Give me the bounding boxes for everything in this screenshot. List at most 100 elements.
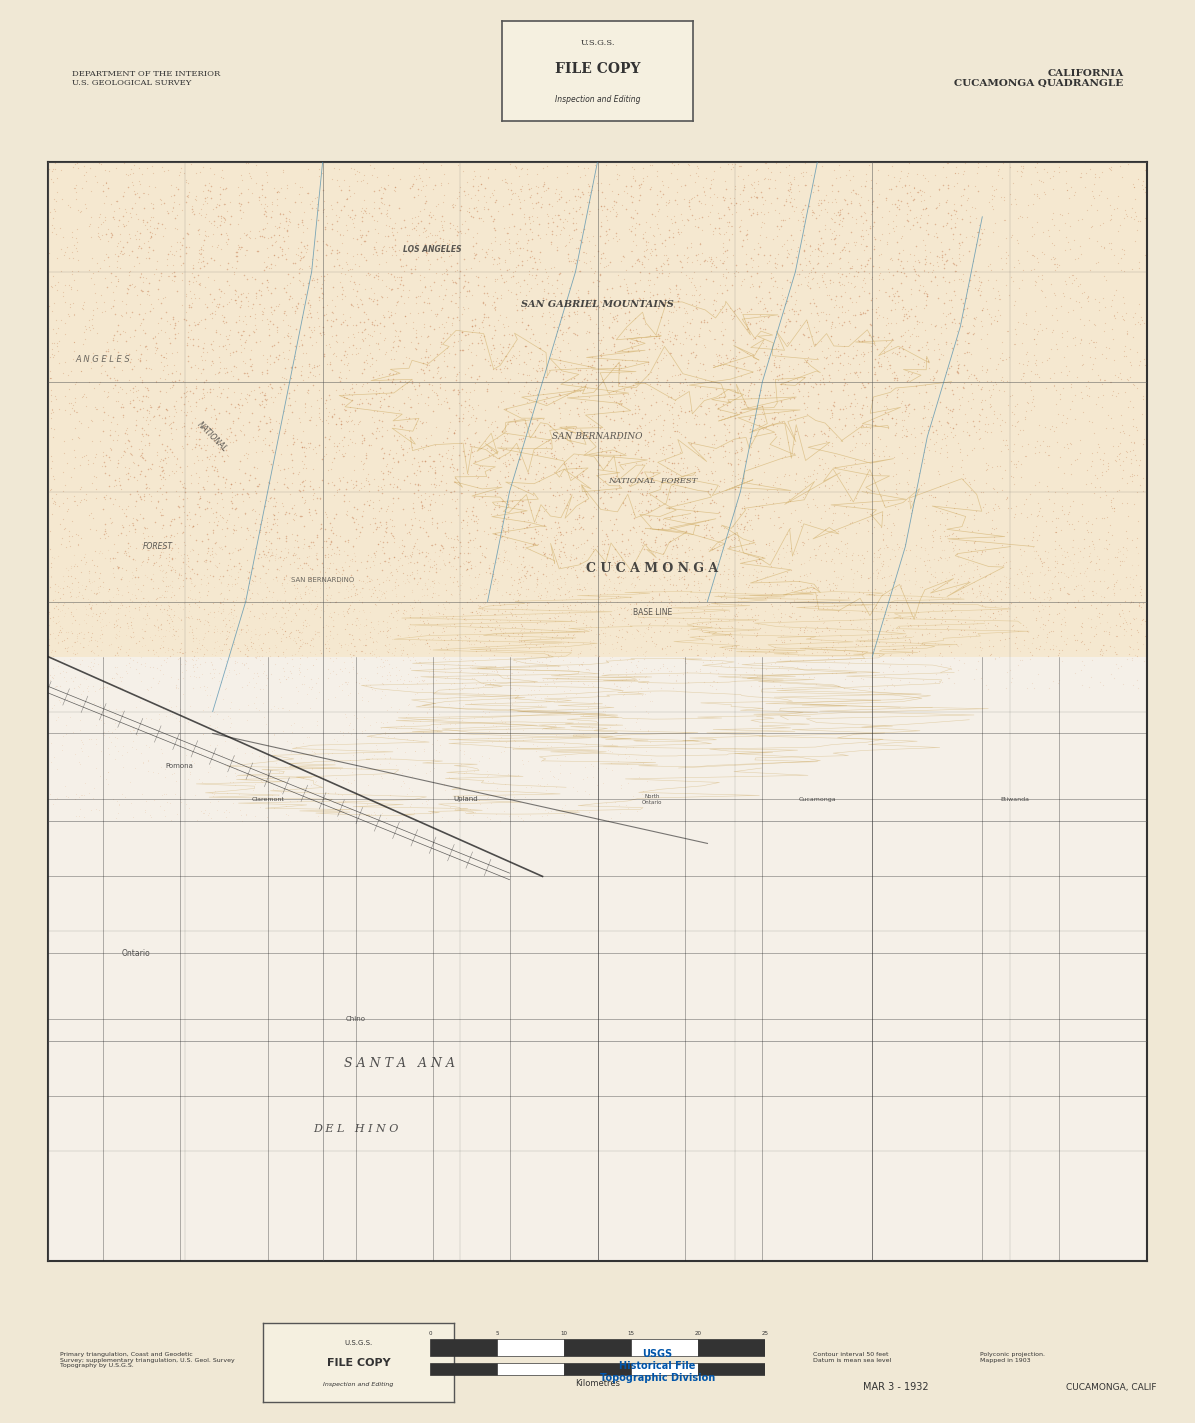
Point: [170, 608, 189, 630]
Point: [304, 628, 323, 650]
Point: [453, 339, 472, 361]
Point: [435, 269, 454, 292]
Point: [870, 536, 889, 559]
Point: [983, 374, 1003, 397]
Point: [641, 242, 660, 265]
Point: [1005, 502, 1024, 525]
Point: [99, 610, 118, 633]
Point: [238, 295, 257, 317]
Point: [44, 418, 63, 441]
Point: [847, 182, 866, 205]
Point: [71, 201, 90, 223]
Point: [108, 790, 127, 813]
Point: [455, 390, 474, 413]
Point: [846, 212, 865, 235]
Point: [180, 279, 200, 302]
Point: [124, 276, 143, 299]
Point: [624, 186, 643, 209]
Point: [1028, 323, 1047, 346]
Point: [96, 171, 115, 194]
Point: [312, 596, 331, 619]
Point: [836, 544, 856, 566]
Point: [748, 255, 767, 277]
Point: [44, 467, 63, 490]
Point: [502, 266, 521, 289]
Point: [140, 208, 159, 231]
Point: [700, 548, 719, 571]
Point: [121, 589, 140, 612]
Point: [367, 165, 386, 188]
Point: [496, 437, 515, 460]
Point: [631, 269, 650, 292]
Point: [630, 174, 649, 196]
Point: [1109, 366, 1128, 388]
Point: [465, 618, 484, 640]
Point: [695, 588, 715, 610]
Point: [94, 249, 114, 272]
Point: [584, 350, 603, 373]
Point: [648, 184, 667, 206]
Point: [127, 228, 146, 250]
Point: [415, 610, 434, 633]
Point: [284, 628, 304, 650]
Point: [387, 243, 406, 266]
Point: [988, 581, 1007, 603]
Point: [862, 628, 881, 650]
Point: [1136, 662, 1156, 684]
Point: [997, 576, 1016, 599]
Point: [388, 324, 407, 347]
Point: [362, 610, 381, 633]
Point: [116, 785, 135, 808]
Point: [858, 371, 877, 394]
Point: [234, 310, 253, 333]
Point: [823, 508, 842, 531]
Point: [326, 781, 345, 804]
Point: [835, 484, 854, 507]
Point: [1004, 433, 1023, 455]
Point: [80, 656, 99, 679]
Point: [87, 171, 106, 194]
Point: [676, 370, 695, 393]
Point: [489, 546, 508, 569]
Point: [419, 292, 439, 314]
Point: [99, 743, 118, 766]
Point: [311, 639, 330, 662]
Point: [592, 593, 611, 616]
Point: [750, 289, 770, 312]
Point: [553, 329, 572, 351]
Point: [342, 761, 361, 784]
Point: [1124, 583, 1144, 606]
Point: [370, 551, 390, 573]
Point: [533, 175, 552, 198]
Point: [511, 299, 531, 322]
Point: [608, 554, 627, 576]
Point: [141, 805, 160, 828]
Point: [87, 555, 106, 578]
Point: [492, 342, 511, 364]
Point: [1052, 625, 1071, 647]
Point: [969, 643, 988, 666]
Point: [43, 346, 62, 369]
Point: [112, 666, 131, 689]
Point: [45, 273, 65, 296]
Point: [122, 206, 141, 229]
Point: [509, 630, 528, 653]
Point: [598, 427, 617, 450]
Point: [768, 507, 788, 529]
Point: [232, 289, 251, 312]
Point: [648, 559, 667, 582]
Point: [639, 337, 658, 360]
Point: [768, 356, 788, 379]
Point: [473, 672, 492, 694]
Point: [453, 407, 472, 430]
Point: [370, 529, 390, 552]
Point: [307, 620, 326, 643]
Point: [177, 222, 196, 245]
Point: [293, 593, 312, 616]
Point: [694, 310, 713, 333]
Point: [158, 593, 177, 616]
Point: [124, 154, 143, 176]
Point: [154, 514, 173, 536]
Point: [569, 444, 588, 467]
Point: [1109, 657, 1128, 680]
